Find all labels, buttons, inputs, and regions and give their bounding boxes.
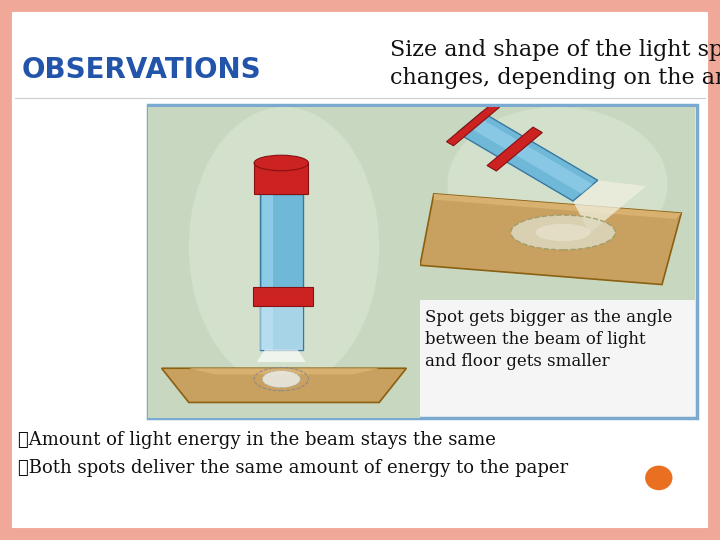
Polygon shape [573, 180, 646, 233]
Ellipse shape [262, 370, 300, 388]
Polygon shape [189, 368, 379, 374]
Ellipse shape [536, 224, 590, 241]
Text: ✓Amount of light energy in the beam stays the same: ✓Amount of light energy in the beam stay… [18, 431, 496, 449]
Text: changes, depending on the angle: changes, depending on the angle [390, 67, 720, 89]
Ellipse shape [448, 107, 667, 261]
Polygon shape [457, 112, 598, 201]
Polygon shape [420, 194, 681, 285]
Ellipse shape [645, 465, 672, 490]
Polygon shape [433, 194, 681, 219]
Bar [259, 287, 303, 349]
Text: and floor gets smaller: and floor gets smaller [425, 354, 610, 370]
FancyBboxPatch shape [148, 105, 697, 418]
Ellipse shape [189, 107, 379, 387]
Polygon shape [161, 368, 406, 402]
Bar [259, 194, 303, 349]
Ellipse shape [254, 155, 308, 171]
Text: Spot gets bigger as the angle: Spot gets bigger as the angle [425, 309, 672, 327]
Text: ✓Both spots deliver the same amount of energy to the paper: ✓Both spots deliver the same amount of e… [18, 459, 568, 477]
Polygon shape [446, 103, 500, 146]
Text: OBSERVATIONS: OBSERVATIONS [22, 56, 261, 84]
Polygon shape [257, 349, 306, 362]
Bar [254, 163, 308, 194]
Ellipse shape [510, 215, 616, 250]
Polygon shape [466, 116, 593, 194]
FancyBboxPatch shape [5, 5, 715, 535]
Bar [253, 287, 312, 306]
Text: Size and shape of the light spot: Size and shape of the light spot [390, 39, 720, 61]
Text: between the beam of light: between the beam of light [425, 332, 646, 348]
Bar [262, 194, 273, 349]
Polygon shape [487, 127, 542, 171]
